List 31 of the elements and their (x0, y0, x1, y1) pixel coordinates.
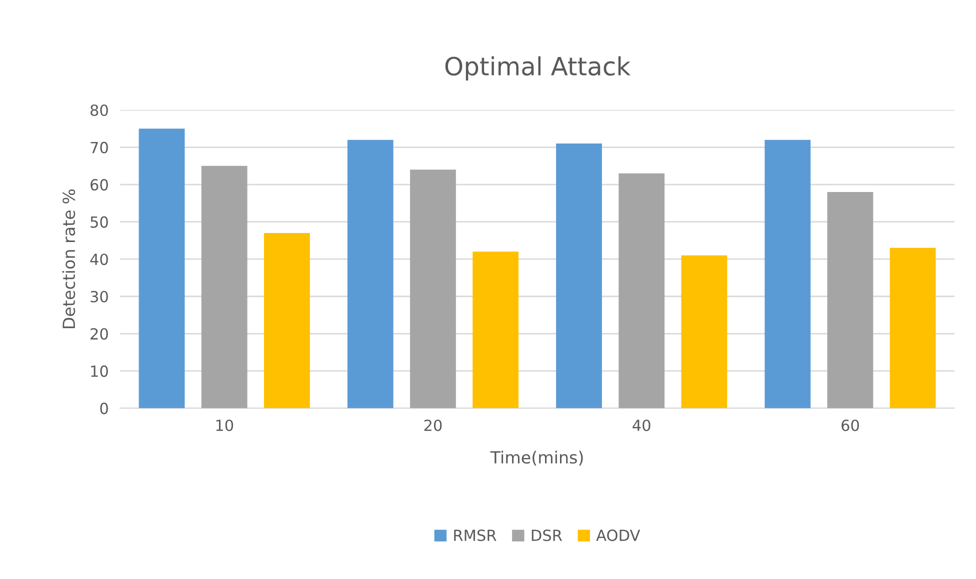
bar (827, 192, 874, 408)
legend-label: AODV (596, 530, 640, 542)
y-tick-label: 10 (91, 365, 108, 377)
y-tick-label: 50 (90, 216, 108, 228)
legend-label: RMSR (454, 530, 496, 542)
bar (264, 233, 310, 408)
bar (681, 255, 728, 408)
legend-label: DSR (532, 530, 562, 542)
bar (201, 166, 248, 408)
x-tick-label: 20 (424, 420, 442, 432)
y-tick-label: 40 (90, 254, 108, 266)
y-tick-label: 60 (90, 179, 108, 191)
y-tick-label: 30 (90, 290, 108, 302)
y-axis-title: Detection rate % (62, 189, 76, 328)
y-tick-label: 70 (90, 142, 108, 154)
y-tick-label: 20 (90, 328, 108, 340)
x-tick-label: 60 (842, 420, 859, 432)
bar (618, 173, 665, 408)
chart-title: Optimal Attack (445, 56, 631, 80)
bar (138, 128, 185, 408)
bar (764, 140, 811, 408)
x-axis-title: Time(mins) (490, 450, 583, 466)
x-tick-label: 40 (632, 420, 650, 432)
bar (347, 140, 394, 408)
bar (410, 170, 456, 408)
bar (556, 144, 602, 408)
y-tick-label: 0 (100, 402, 108, 414)
bar (890, 248, 936, 408)
bar (472, 252, 519, 408)
x-tick-label: 10 (216, 420, 234, 432)
y-tick-label: 80 (90, 104, 108, 116)
